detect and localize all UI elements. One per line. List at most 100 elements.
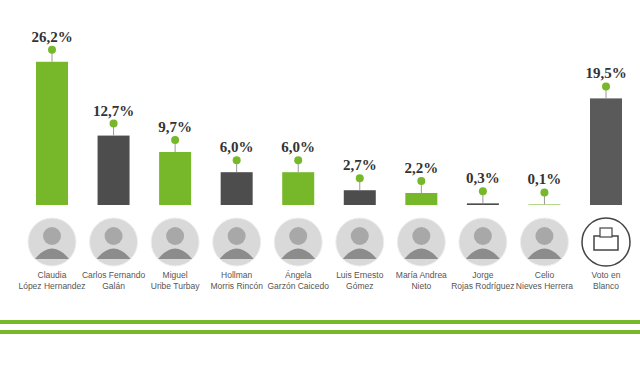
photo: [213, 218, 261, 266]
label-dot: [356, 174, 364, 182]
label-dot: [294, 156, 302, 164]
category-line: López Hernandez: [18, 281, 85, 291]
data-label: 0,3%: [466, 170, 500, 186]
label-stem: [175, 143, 176, 152]
data-label: 2,7%: [343, 157, 377, 173]
photo: [28, 218, 76, 266]
photo-head: [289, 227, 307, 245]
label-dot: [110, 120, 118, 128]
bar: [221, 172, 253, 205]
category-line: Celio: [535, 270, 555, 280]
label-dot: [48, 46, 56, 54]
data-label: 2,2%: [404, 160, 438, 176]
photo-head: [351, 227, 369, 245]
category-label: MiguelUribe Turbay: [151, 270, 200, 291]
photo: [520, 218, 568, 266]
photo-body: [35, 249, 69, 260]
photo: [582, 218, 630, 266]
category-line: Galán: [102, 281, 125, 291]
photo-head: [166, 227, 184, 245]
bar: [36, 62, 68, 205]
category-line: Ángela: [285, 270, 312, 280]
category-line: María Andrea: [396, 270, 447, 280]
photo: [459, 218, 507, 266]
photo: [397, 218, 445, 266]
page: {"chart_data": {"type": "bar", "categori…: [0, 0, 640, 368]
category-label: CelioNieves Herrera: [516, 270, 573, 291]
bar: [282, 172, 314, 205]
data-label: 12,7%: [93, 103, 134, 119]
photo-body: [281, 249, 315, 260]
photo-body: [527, 249, 561, 260]
label-dot: [540, 188, 548, 196]
bar: [344, 190, 376, 205]
category-label: ClaudiaLópez Hernandez: [18, 270, 85, 291]
photo: [151, 218, 199, 266]
label-stem: [482, 194, 483, 203]
photo-head: [474, 227, 492, 245]
photo-head: [228, 227, 246, 245]
photo-head: [43, 227, 61, 245]
footer-line: [0, 320, 640, 324]
bar: [159, 152, 191, 205]
data-label: 6,0%: [281, 139, 315, 155]
category-line: Rojas Rodríguez: [451, 281, 514, 291]
photo: [274, 218, 322, 266]
data-label: 0,1%: [528, 171, 562, 187]
label-dot: [233, 156, 241, 164]
data-label: 26,2%: [31, 29, 72, 45]
label-stem: [298, 163, 299, 172]
category-label: ÁngelaGarzón Caicedo: [268, 270, 330, 291]
photo-body: [466, 249, 500, 260]
category-line: Gómez: [346, 281, 373, 291]
data-label: 9,7%: [158, 119, 192, 135]
chart-svg: 26,2% 12,7% 9,7% 6,0% 6,0% 2,7% 2,2% 0,3% 0,1% 19…: [0, 0, 640, 368]
ballot-box: [594, 236, 618, 250]
label-dot: [171, 136, 179, 144]
category-label: Carlos FernandoGalán: [82, 270, 146, 291]
photo: [336, 218, 384, 266]
category-label: HollmanMorris Rincón: [210, 270, 263, 291]
category-line: Miguel: [163, 270, 188, 280]
data-label: 19,5%: [585, 65, 626, 81]
category-line: Jorge: [472, 270, 494, 280]
label-dot: [417, 177, 425, 185]
bar: [405, 193, 437, 205]
category-label: Luis ErnestoGómez: [336, 270, 384, 291]
data-label: 6,0%: [220, 139, 254, 155]
photo-body: [220, 249, 254, 260]
label-dot: [602, 82, 610, 90]
label-stem: [52, 53, 53, 62]
chart-container: 26,2% 12,7% 9,7% 6,0% 6,0% 2,7% 2,2% 0,3% 0,1% 19…: [0, 0, 640, 368]
label-stem: [606, 89, 607, 98]
label-stem: [421, 184, 422, 193]
photo-head: [535, 227, 553, 245]
bar: [98, 136, 130, 205]
photo-body: [158, 249, 192, 260]
bar: [467, 203, 499, 205]
photo-body: [404, 249, 438, 260]
photo-head: [412, 227, 430, 245]
category-line: Carlos Fernando: [82, 270, 146, 280]
footer-line: [0, 330, 640, 334]
category-line: Claudia: [38, 270, 67, 280]
category-label: Voto enBlanco: [592, 270, 621, 291]
photo-head: [105, 227, 123, 245]
category-line: Morris Rincón: [210, 281, 263, 291]
category-line: Luis Ernesto: [336, 270, 384, 280]
label-stem: [113, 127, 114, 136]
labels: 26,2% 12,7% 9,7% 6,0% 6,0% 2,7% 2,2% 0,3% 0,1% 19…: [31, 29, 626, 205]
category-line: Hollman: [221, 270, 252, 280]
label-stem: [236, 163, 237, 172]
category-label: María AndreaNieto: [396, 270, 447, 291]
category-line: Nieto: [411, 281, 431, 291]
category-line: Uribe Turbay: [151, 281, 200, 291]
label-stem: [544, 195, 545, 204]
category-line: Voto en: [592, 270, 621, 280]
category-label: JorgeRojas Rodríguez: [451, 270, 514, 291]
label-dot: [479, 187, 487, 195]
label-stem: [359, 181, 360, 190]
bar: [590, 98, 622, 205]
bars: [36, 62, 622, 205]
photo: [90, 218, 138, 266]
